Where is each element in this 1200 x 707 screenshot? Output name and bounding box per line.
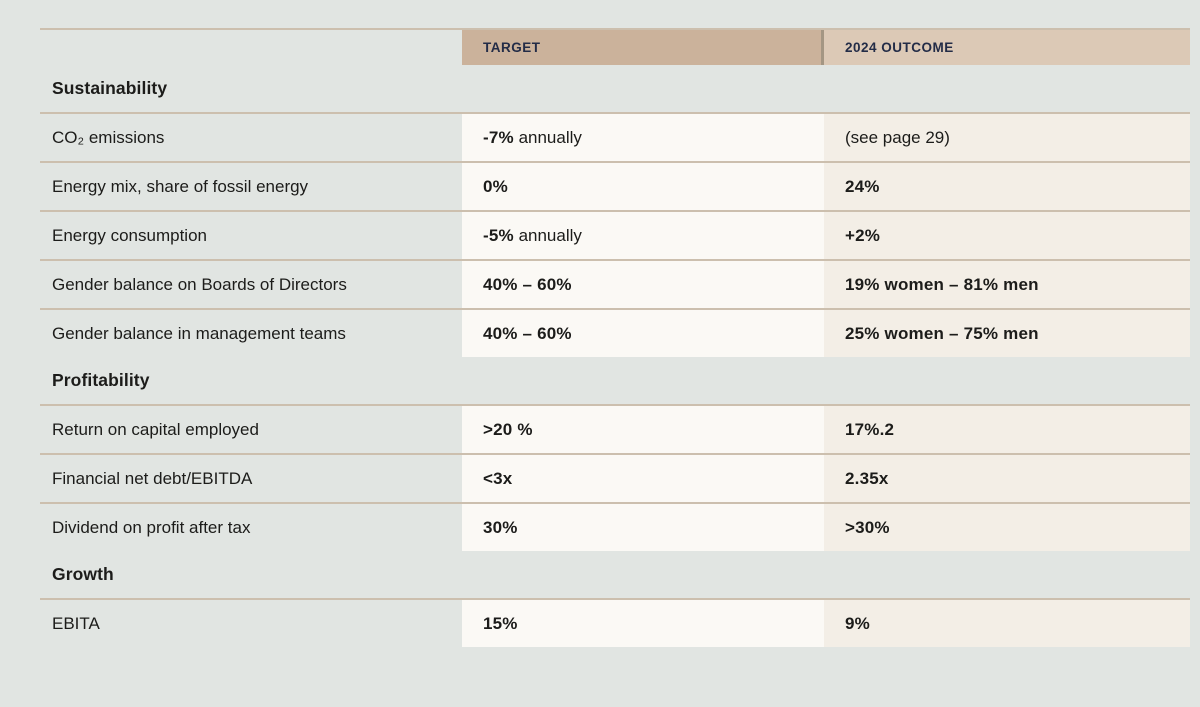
target-value-cell: -7% annually	[462, 114, 824, 161]
outcome-value-cell: 24%	[824, 163, 1190, 210]
kpi-table: TARGET 2024 OUTCOME Sustainability CO₂ em…	[40, 28, 1190, 647]
row-label: Return on capital employed	[52, 419, 259, 439]
column-header-outcome: 2024 OUTCOME	[824, 30, 1190, 65]
outcome-value-cell: 19% women – 81% men	[824, 261, 1190, 308]
table-top-border	[40, 28, 1190, 30]
row-separator	[40, 259, 1190, 261]
target-value-bold: 30%	[483, 517, 518, 537]
table-row: Energy mix, share of fossil energy 0% 24%	[40, 163, 1190, 210]
target-value-bold: 15%	[483, 613, 518, 633]
outcome-value-cell: +2%	[824, 212, 1190, 259]
row-separator	[40, 161, 1190, 163]
target-value-regular: annually	[513, 225, 582, 245]
outcome-value-cell: >30%	[824, 504, 1190, 551]
target-value-bold: -5%	[483, 225, 514, 245]
table-row: Gender balance on Boards of Directors 40%…	[40, 261, 1190, 308]
target-value-cell: 0%	[462, 163, 824, 210]
section-row: Sustainability	[40, 65, 1190, 112]
table-row: Financial net debt/EBITDA <3x 2.35x	[40, 455, 1190, 502]
target-value-bold: <3x	[483, 468, 513, 488]
row-separator	[40, 453, 1190, 455]
target-value-cell: >20 %	[462, 406, 824, 453]
outcome-value-cell: 9%	[824, 600, 1190, 647]
table-row: Return on capital employed >20 % 17%.2	[40, 406, 1190, 453]
table-row: Gender balance in management teams 40% – …	[40, 310, 1190, 357]
outcome-value-bold: 2.35x	[845, 468, 889, 488]
row-label: Energy mix, share of fossil energy	[52, 176, 309, 196]
row-separator	[40, 598, 1190, 600]
target-value-regular: annually	[513, 127, 582, 147]
target-value-bold: -7%	[483, 127, 514, 147]
target-value-bold: 40% – 60%	[483, 323, 572, 343]
section-row: Growth	[40, 551, 1190, 598]
outcome-value-cell: 2.35x	[824, 455, 1190, 502]
target-value-bold: 40% – 60%	[483, 274, 572, 294]
table-row: Dividend on profit after tax 30% >30%	[40, 504, 1190, 551]
header-label-spacer	[40, 30, 462, 65]
table-row: Energy consumption -5% annually +2%	[40, 212, 1190, 259]
outcome-value-bold: >30%	[845, 517, 890, 537]
outcome-value-bold: 25% women – 75% men	[845, 323, 1039, 343]
target-value-cell: 40% – 60%	[462, 261, 824, 308]
row-label: Dividend on profit after tax	[52, 517, 251, 537]
target-value-cell: <3x	[462, 455, 824, 502]
row-label: EBITA	[52, 613, 100, 633]
row-label: Gender balance in management teams	[52, 323, 346, 343]
target-value-bold: >20 %	[483, 419, 533, 439]
table-header-row: TARGET 2024 OUTCOME	[40, 30, 1190, 65]
outcome-value-cell: 25% women – 75% men	[824, 310, 1190, 357]
section-label: Profitability	[52, 370, 150, 390]
outcome-value-regular: (see page 29)	[845, 127, 950, 147]
target-value-cell: 30%	[462, 504, 824, 551]
target-value-cell: 15%	[462, 600, 824, 647]
row-label: Financial net debt/EBITDA	[52, 468, 253, 488]
table-row: EBITA 15% 9%	[40, 600, 1190, 647]
target-value-bold: 0%	[483, 176, 508, 196]
row-label: CO₂ emissions	[52, 127, 165, 147]
table-row: CO₂ emissions -7% annually (see page 29)	[40, 114, 1190, 161]
target-value-cell: -5% annually	[462, 212, 824, 259]
table-rows: Sustainability CO₂ emissions -7% annually (…	[40, 65, 1190, 647]
outcome-value-bold: 19% women – 81% men	[845, 274, 1039, 294]
outcome-value-cell: (see page 29)	[824, 114, 1190, 161]
row-separator	[40, 502, 1190, 504]
section-label: Growth	[52, 564, 114, 584]
target-value-cell: 40% – 60%	[462, 310, 824, 357]
row-label: Gender balance on Boards of Directors	[52, 274, 347, 294]
row-separator	[40, 210, 1190, 212]
outcome-value-bold: 24%	[845, 176, 880, 196]
row-separator	[40, 404, 1190, 406]
outcome-value-bold: 9%	[845, 613, 870, 633]
outcome-value-bold: 17%.2	[845, 419, 895, 439]
section-row: Profitability	[40, 357, 1190, 404]
row-separator	[40, 112, 1190, 114]
outcome-value-cell: 17%.2	[824, 406, 1190, 453]
row-label: Energy consumption	[52, 225, 207, 245]
column-header-target: TARGET	[462, 30, 824, 65]
section-label: Sustainability	[52, 78, 168, 98]
outcome-value-bold: +2%	[845, 225, 881, 245]
row-separator	[40, 308, 1190, 310]
